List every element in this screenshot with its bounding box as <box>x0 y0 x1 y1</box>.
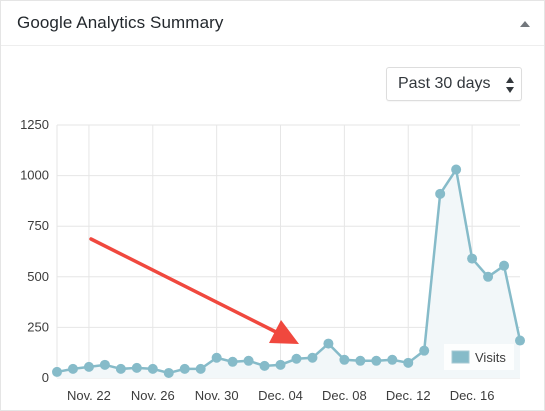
y-tick-label: 750 <box>27 218 49 233</box>
widget-header: Google Analytics Summary <box>1 1 544 46</box>
visits-point <box>211 352 222 363</box>
updown-arrows-icon <box>505 76 515 94</box>
x-tick-label: Nov. 22 <box>67 388 111 403</box>
visits-point <box>179 363 190 374</box>
date-range-select[interactable]: Past 30 days <box>386 67 522 101</box>
visits-point <box>99 359 110 370</box>
visits-point <box>371 355 382 366</box>
visits-point <box>259 360 270 371</box>
visits-point <box>147 363 158 374</box>
x-tick-label: Nov. 30 <box>195 388 239 403</box>
red-arrow-icon <box>89 237 299 344</box>
chart-legend: Visits <box>444 344 514 370</box>
triangle-up-icon[interactable] <box>516 15 534 33</box>
visits-point <box>323 338 334 349</box>
visits-point <box>339 354 350 365</box>
x-tick-label: Dec. 12 <box>386 388 431 403</box>
visits-point <box>419 345 430 356</box>
legend-swatch <box>451 350 470 364</box>
x-tick-label: Dec. 16 <box>450 388 495 403</box>
visits-point <box>83 361 94 372</box>
visits-point <box>355 355 366 366</box>
visits-point <box>515 335 525 346</box>
visits-point <box>115 363 126 374</box>
legend-label: Visits <box>475 350 506 365</box>
y-tick-label: 1250 <box>20 117 49 132</box>
visits-point <box>163 367 174 378</box>
visits-point <box>403 357 414 368</box>
visits-point <box>195 363 206 374</box>
visits-point <box>52 366 62 377</box>
visits-point <box>435 188 446 199</box>
x-tick-label: Dec. 08 <box>322 388 367 403</box>
visits-point <box>227 356 238 367</box>
visits-point <box>467 253 478 264</box>
x-tick-label: Nov. 26 <box>131 388 175 403</box>
visits-point <box>387 354 398 365</box>
visits-point <box>131 362 142 373</box>
visits-point <box>307 352 318 363</box>
y-tick-label: 250 <box>27 319 49 334</box>
visits-point <box>451 164 462 175</box>
visits-point <box>275 359 286 370</box>
y-tick-label: 500 <box>27 269 49 284</box>
visits-chart: 0 250 500 750 1000 1250 Nov. 22 Nov. 26 Nov. 30 D… <box>20 117 525 403</box>
y-tick-label: 1000 <box>20 168 49 183</box>
arrow-head <box>269 320 299 344</box>
visits-point <box>499 260 510 271</box>
visits-point <box>67 363 78 374</box>
y-tick-label: 0 <box>42 370 49 385</box>
widget-title: Google Analytics Summary <box>17 13 224 32</box>
arrow-shaft <box>89 237 278 334</box>
x-tick-label: Dec. 04 <box>258 388 303 403</box>
visits-point <box>291 353 302 364</box>
visits-point <box>483 271 494 282</box>
visits-point <box>243 355 254 366</box>
date-range-value: Past 30 days <box>398 75 491 92</box>
